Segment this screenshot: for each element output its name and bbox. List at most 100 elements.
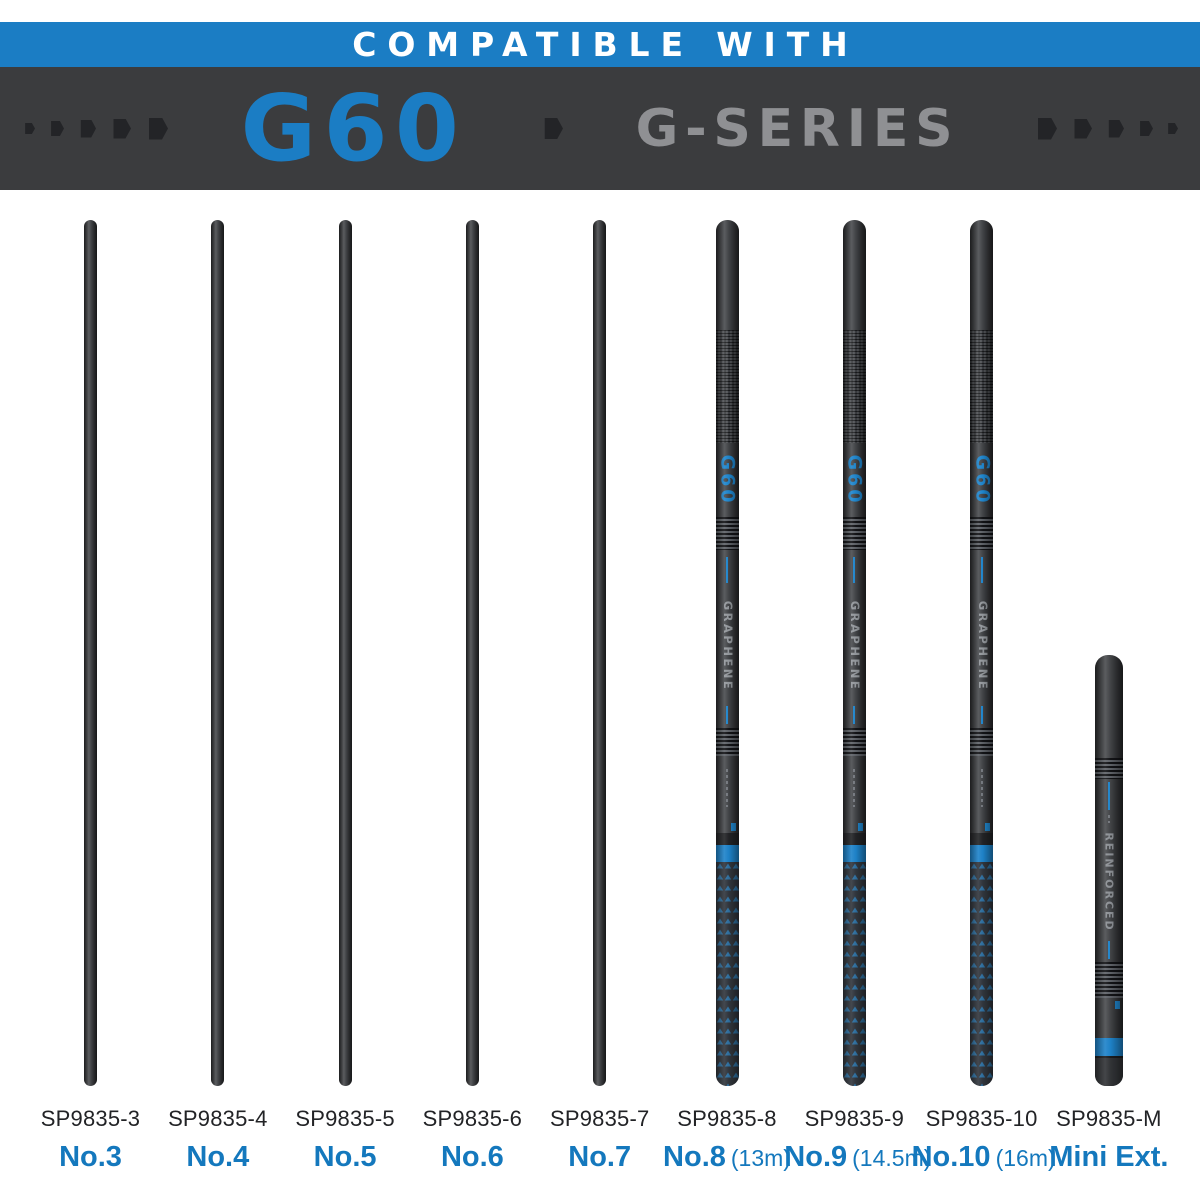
pole-size-number: No.8 [663, 1141, 726, 1173]
pole-sp9835-10: G60 GRAPHENE [970, 220, 994, 1086]
hexagon-icon [544, 118, 563, 139]
pole-section-plain [843, 220, 866, 330]
brand-series-text: G-SERIES [635, 98, 960, 159]
pole-section-dot [1095, 998, 1123, 1012]
pole-section-vtext: GRAPHENE [716, 590, 739, 702]
pole-section-bar [842, 517, 866, 550]
pole-sp9835-4 [211, 220, 225, 1086]
pole-tick-marks [980, 769, 983, 807]
pole-section-bar [842, 728, 866, 756]
grip-pattern [842, 862, 866, 1086]
hexagon-icon [25, 123, 35, 134]
brand-banner: G60 G-SERIES [0, 67, 1200, 190]
pole-graphics: G60 GRAPHENE [970, 220, 994, 1086]
pole-sku-text: SP9835-8 [677, 1106, 777, 1131]
pole-section-bline [1095, 779, 1123, 813]
pole-sp9835-9: G60 GRAPHENE [842, 220, 866, 1086]
pole-size-number: Mini Ext. [1049, 1141, 1169, 1173]
pole-section-tex [842, 330, 866, 443]
pole-sku-text: SP9835-10 [925, 1106, 1038, 1131]
pole-section-bline [970, 702, 993, 728]
pole-blue-mark [1107, 782, 1110, 810]
pole-section-dash [1095, 813, 1123, 825]
pole-size-text: No.4 [148, 1141, 288, 1174]
pole-graphics: REINFORCED [1094, 655, 1123, 1086]
pole-section-tex [970, 330, 994, 443]
hexagon-icon [51, 121, 64, 136]
hexagon-icon [1038, 117, 1057, 140]
pole-sku-text: SP9835-6 [422, 1106, 523, 1131]
pole-section-bar [970, 728, 994, 756]
pole-section-cap [1094, 1056, 1123, 1086]
pole-blue-dot [730, 822, 736, 831]
pole-label: SP9835-6 No.6 [402, 1106, 542, 1174]
pole-section-vtext: REINFORCED [1095, 825, 1123, 938]
pole-reinforced-text: REINFORCED [1102, 831, 1116, 932]
pole-blue-band [842, 845, 866, 862]
pole-blue-band [715, 845, 739, 862]
compatible-banner: COMPATIBLE WITH [0, 22, 1200, 67]
pole-sp9835-7 [593, 220, 607, 1086]
pole-section-plain [970, 220, 993, 330]
pole-grip-texture [970, 862, 994, 1086]
pole-blue-mark [726, 706, 728, 724]
pole-size-text: No.5 [275, 1141, 415, 1174]
pole-blue-mark [980, 706, 983, 724]
pole-graphics: G60 GRAPHENE [842, 220, 866, 1086]
pole-section-dot [716, 820, 739, 833]
pole-section-dash [716, 756, 739, 820]
pole-section-dash [970, 756, 993, 820]
pole-grip-texture [842, 862, 866, 1086]
pole-size-number: No.9 [784, 1141, 848, 1173]
brand-model-text: G60 [240, 74, 467, 182]
pole-size-text: Mini Ext. [1039, 1141, 1179, 1174]
pole-size-text: No.10 (16m) [912, 1141, 1056, 1174]
pole-size-number: No.3 [59, 1141, 122, 1173]
pole-tick-marks [726, 769, 728, 807]
pole-size-text: No.7 [530, 1141, 670, 1174]
hexagon-icon [1074, 118, 1092, 139]
pole-section-bline [716, 702, 739, 728]
pole-section-bline [843, 550, 866, 590]
pole-material-text: GRAPHENE [848, 600, 863, 692]
hexagon-icon [1168, 123, 1178, 134]
pole-sp9835-5 [338, 220, 352, 1086]
pole-section-ring [970, 833, 994, 845]
pole-length-note: (14.5m) [852, 1145, 932, 1171]
hexagon-row-left [22, 117, 168, 140]
pole-blue-mark [726, 557, 728, 583]
hexagon-row-right [1032, 117, 1178, 140]
pole-sku-text: SP9835-5 [295, 1106, 395, 1131]
grip-pattern [970, 862, 994, 1086]
pole-label: SP9835-10 No.10 (16m) [912, 1106, 1056, 1174]
pole-label: SP9835-5 No.5 [275, 1106, 415, 1174]
pole-sku-text: SP9835-M [1056, 1106, 1162, 1131]
pole-size-number: No.4 [186, 1141, 250, 1173]
pole-length-note: (13m) [730, 1145, 791, 1171]
pole-grip-texture [715, 862, 739, 1086]
pole-section-bar [1094, 758, 1123, 779]
pole-blue-mark [1107, 941, 1110, 959]
grip-pattern [715, 862, 739, 1086]
pole-model-text: G60 [716, 454, 739, 506]
hexagon-icon [113, 118, 131, 139]
pole-material-text: GRAPHENE [975, 600, 990, 692]
pole-section-bar [715, 517, 739, 550]
pole-graphics: G60 GRAPHENE [715, 220, 739, 1086]
pole-sku-text: SP9835-3 [40, 1106, 141, 1131]
compatible-banner-label: COMPATIBLE WITH [352, 25, 859, 64]
pole-blue-band [970, 845, 994, 862]
pole-blue-dot [1114, 1001, 1120, 1009]
pole-tick-marks [853, 769, 856, 807]
pole-section-vtext: G60 [970, 443, 993, 517]
pole-blue-band [1094, 1038, 1123, 1056]
pole-section-ring [842, 833, 866, 845]
pole-section-vtext: GRAPHENE [970, 590, 993, 702]
pole-section-plain [1095, 655, 1123, 758]
hexagon-icon [1108, 119, 1124, 138]
pole-label: SP9835-7 No.7 [530, 1106, 670, 1174]
pole-section-vtext: GRAPHENE [843, 590, 866, 702]
pole-section-tex [715, 330, 739, 443]
pole-section-plain [1095, 1012, 1123, 1038]
pole-sp9835-m: REINFORCED [1094, 655, 1123, 1086]
